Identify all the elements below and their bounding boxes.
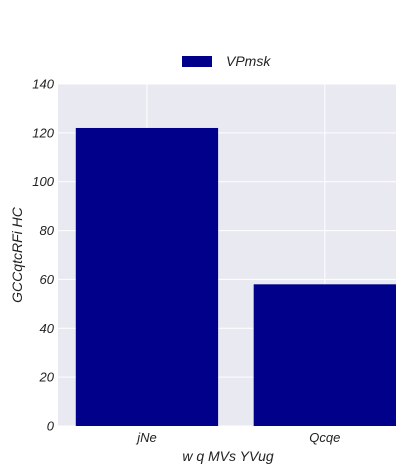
- x-tick-label: jNe: [135, 430, 157, 445]
- y-tick-label: 100: [32, 174, 54, 189]
- bars: [75, 127, 396, 426]
- y-tick-label: 80: [40, 223, 55, 238]
- y-tick-label: 120: [32, 125, 54, 140]
- y-tick-label: 20: [39, 370, 55, 385]
- y-tick-label: 0: [47, 419, 55, 434]
- legend-swatch: [182, 56, 212, 67]
- legend: VPmsk: [182, 53, 271, 69]
- x-tick-labels: jNe Qcqe: [135, 430, 340, 445]
- x-axis-label: w q MVs YVug: [182, 448, 274, 464]
- y-axis-label: GCCqtcRFi HC: [9, 206, 25, 303]
- y-tick-labels: 0 20 40 60 80 100 120 140: [32, 77, 54, 434]
- x-tick-label: Qcqe: [309, 430, 340, 445]
- y-tick-label: 140: [32, 77, 54, 92]
- y-tick-label: 40: [40, 321, 55, 336]
- y-tick-label: 60: [40, 272, 55, 287]
- bar-jNe: [75, 127, 219, 426]
- legend-label: VPmsk: [226, 53, 271, 69]
- bar-Qcqe: [253, 284, 396, 426]
